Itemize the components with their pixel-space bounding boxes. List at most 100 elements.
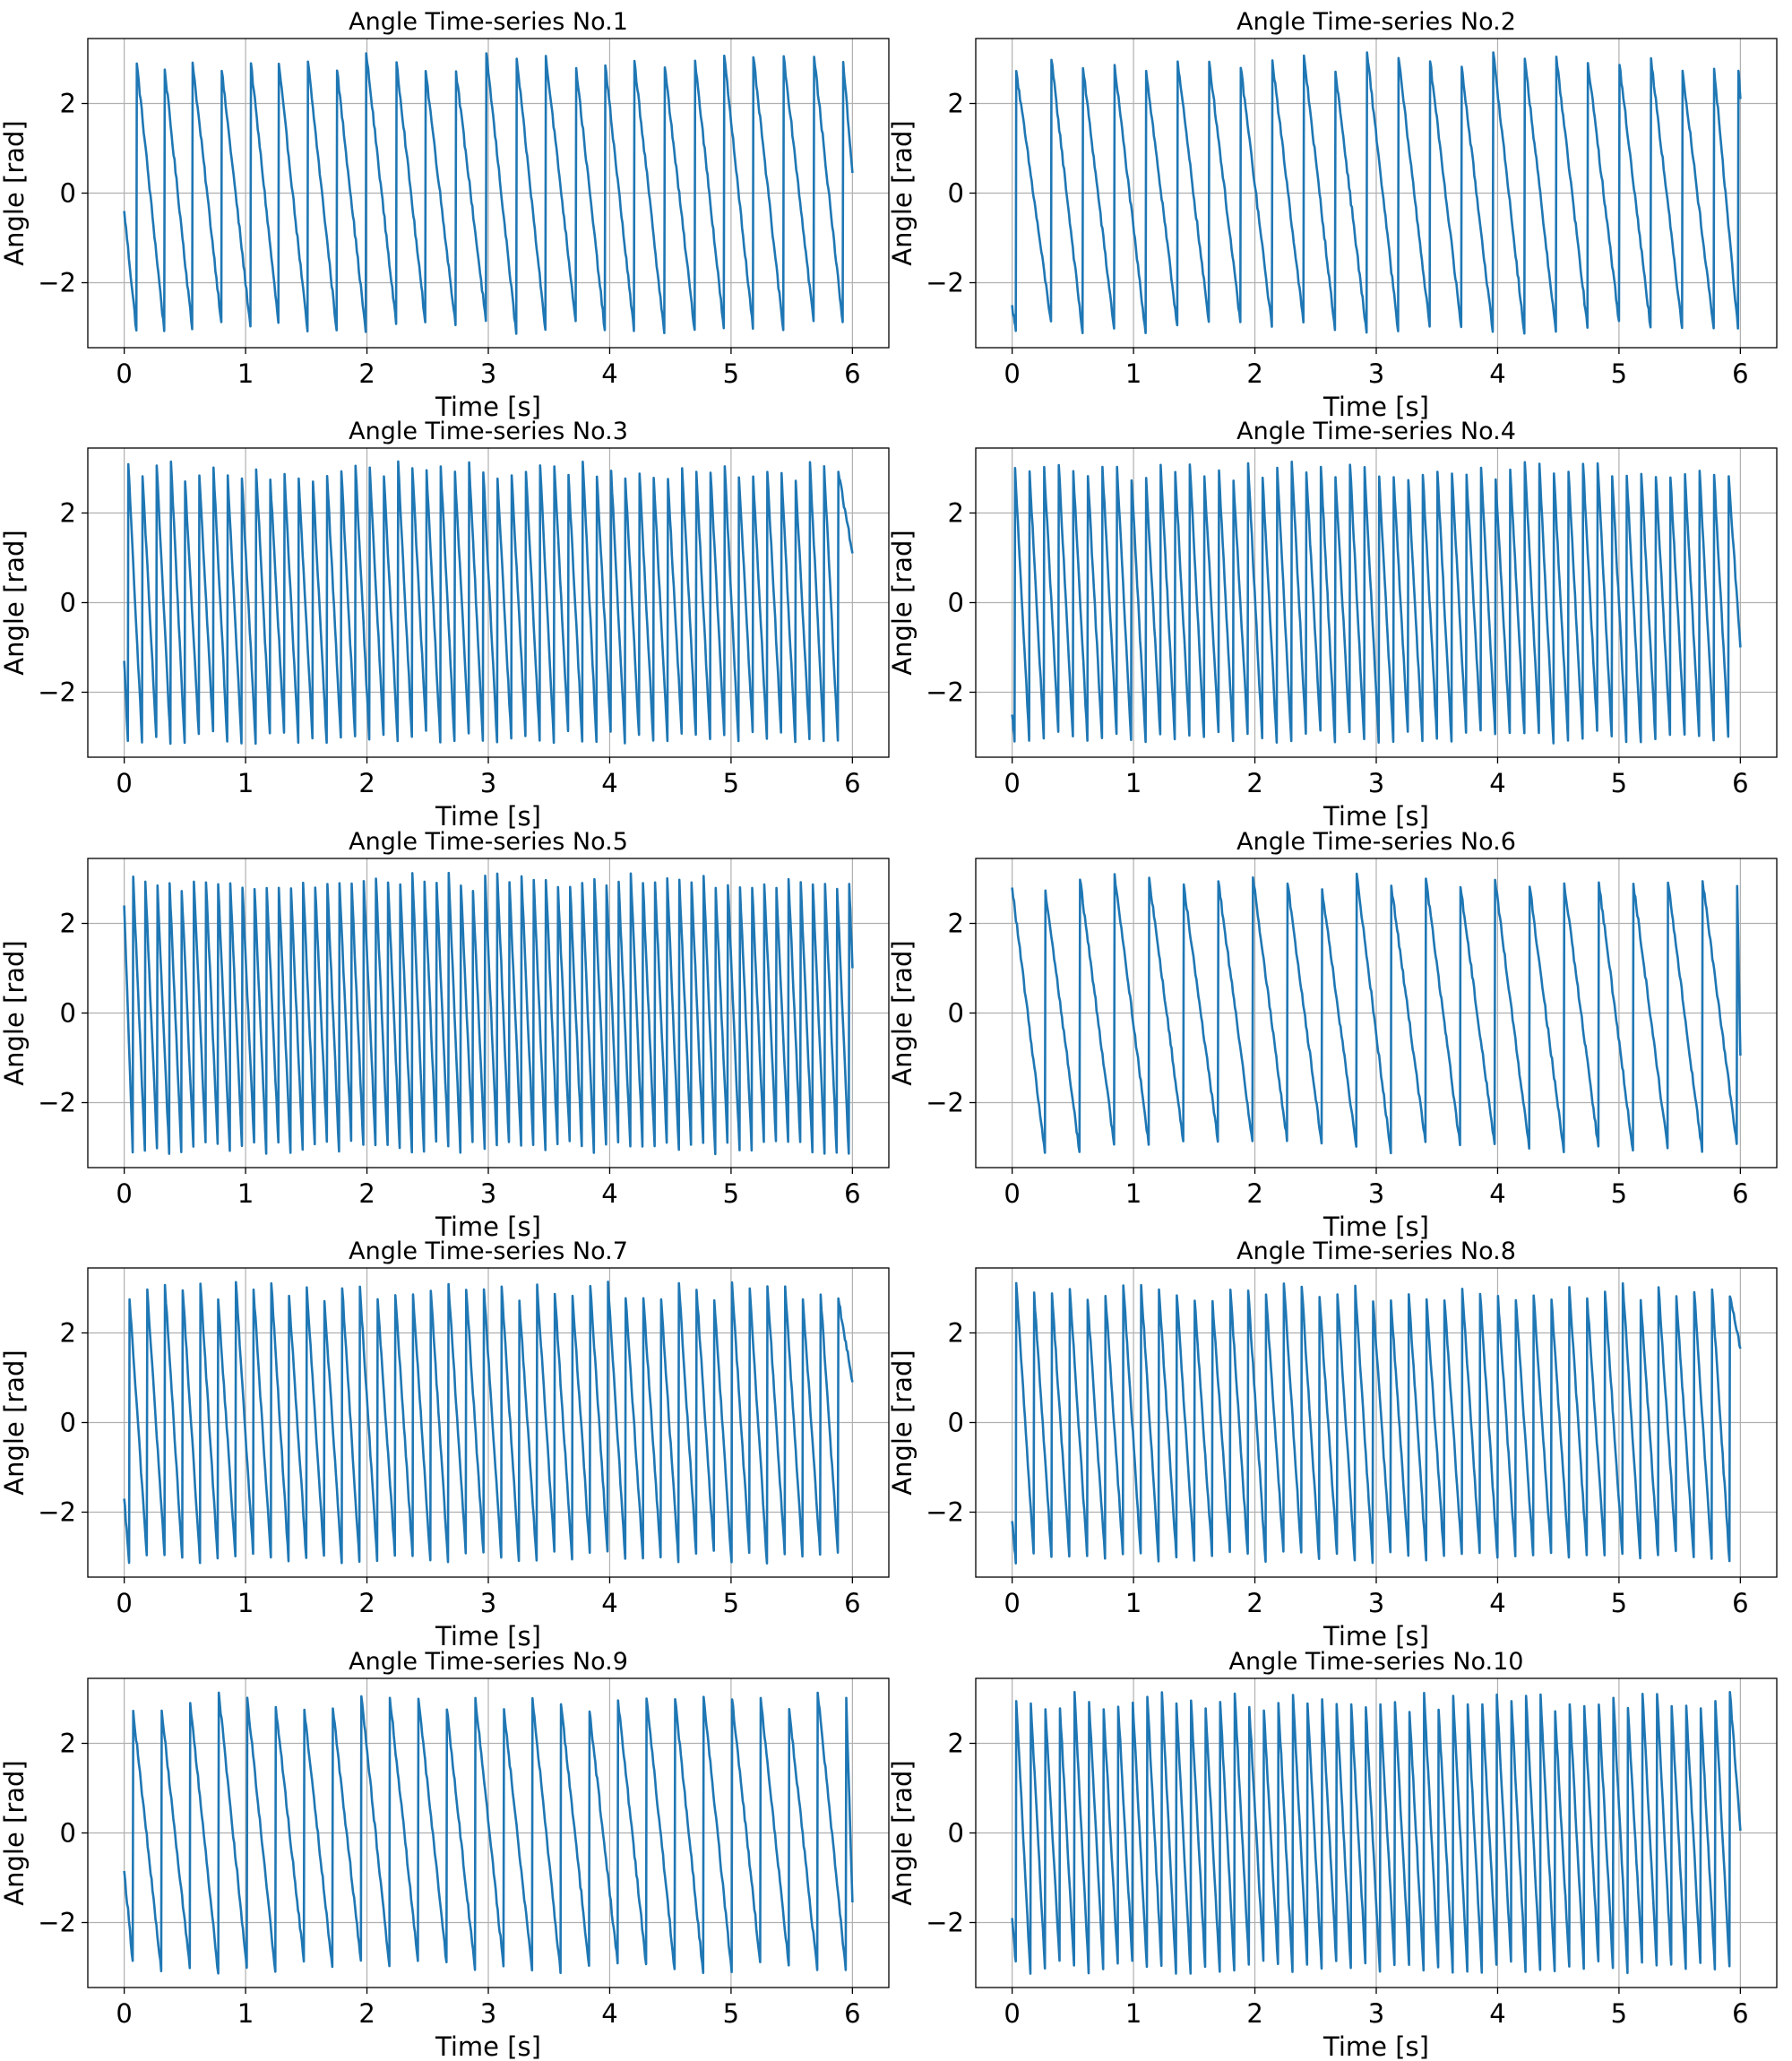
y-axis-label: Angle [rad] <box>887 940 918 1085</box>
x-tick-label: 3 <box>480 768 496 798</box>
y-tick-label: −2 <box>926 1908 964 1938</box>
x-tick-label: 6 <box>844 1178 860 1209</box>
y-tick-label: −2 <box>38 1088 76 1118</box>
x-axis-label: Time [s] <box>435 1621 541 1651</box>
subplot-title: Angle Time-series No.7 <box>349 1237 628 1265</box>
x-tick-label: 1 <box>237 358 254 389</box>
subplot-grid: 0 1 2 3 4 5 6 −2 0 2 Angle Time-series No.1 Time [s… <box>0 8 1778 2061</box>
x-tick-label: 5 <box>1611 358 1627 389</box>
x-tick-label: 2 <box>1246 1178 1262 1209</box>
x-tick-label: 2 <box>358 1588 375 1618</box>
x-tick-label: 1 <box>1125 768 1142 798</box>
x-tick-label: 4 <box>1489 1588 1505 1618</box>
x-tick-label: 5 <box>1611 1588 1627 1618</box>
angle-series-line <box>1011 461 1742 745</box>
x-tick-label: 4 <box>601 1588 617 1618</box>
angle-series-line <box>1011 872 1742 1155</box>
subplot-2: 0 1 2 3 4 5 6 −2 0 2 Angle Time-series No.2 Time [s… <box>887 8 1778 422</box>
x-tick-label: 1 <box>1125 1178 1142 1209</box>
subplot-title: Angle Time-series No.6 <box>1236 828 1516 856</box>
subplot-7: 0 1 2 3 4 5 6 −2 0 2 Angle Time-series No.7 Time [s… <box>0 1237 890 1651</box>
x-tick-label: 0 <box>1004 358 1020 389</box>
x-axis-label: Time [s] <box>1322 801 1429 832</box>
y-tick-label: −2 <box>926 1088 964 1118</box>
x-tick-label: 1 <box>1125 1588 1142 1618</box>
subplot-5: 0 1 2 3 4 5 6 −2 0 2 Angle Time-series No.5 Time [s… <box>0 828 890 1242</box>
x-tick-label: 3 <box>480 1998 496 2029</box>
x-tick-label: 6 <box>844 1998 860 2029</box>
angle-series-line <box>123 871 854 1156</box>
subplot-title: Angle Time-series No.3 <box>349 418 628 445</box>
x-tick-label: 2 <box>358 768 375 798</box>
y-tick-label: 0 <box>60 1408 76 1438</box>
x-tick-label: 3 <box>1368 1998 1384 2029</box>
y-tick-label: 0 <box>60 998 76 1029</box>
y-tick-label: 0 <box>948 588 964 618</box>
x-tick-label: 0 <box>116 1178 132 1209</box>
x-tick-label: 0 <box>1004 1178 1020 1209</box>
y-tick-label: 0 <box>948 1408 964 1438</box>
x-tick-label: 5 <box>723 1588 739 1618</box>
y-tick-label: −2 <box>926 1497 964 1528</box>
x-tick-label: 0 <box>1004 768 1020 798</box>
x-tick-label: 4 <box>1489 358 1505 389</box>
y-tick-label: −2 <box>38 1497 76 1528</box>
x-tick-label: 3 <box>1368 768 1384 798</box>
y-tick-label: −2 <box>926 677 964 708</box>
x-tick-label: 6 <box>1732 1998 1748 2029</box>
x-tick-label: 0 <box>1004 1998 1020 2029</box>
y-tick-label: 0 <box>60 1818 76 1849</box>
y-tick-label: 2 <box>60 1729 76 1759</box>
x-tick-label: 3 <box>480 1588 496 1618</box>
x-tick-label: 6 <box>1732 768 1748 798</box>
x-tick-label: 5 <box>1611 1178 1627 1209</box>
y-tick-label: 2 <box>60 1318 76 1349</box>
x-tick-label: 2 <box>358 358 375 389</box>
x-tick-label: 2 <box>1246 1588 1262 1618</box>
x-tick-label: 5 <box>723 1998 739 2029</box>
angle-series-line <box>123 1691 854 1975</box>
y-axis-label: Angle [rad] <box>0 120 30 265</box>
x-tick-label: 3 <box>1368 1178 1384 1209</box>
x-tick-label: 4 <box>601 358 617 389</box>
y-tick-label: −2 <box>38 677 76 708</box>
subplot-title: Angle Time-series No.2 <box>1236 8 1516 36</box>
x-axis-label: Time [s] <box>435 2031 541 2061</box>
subplot-1: 0 1 2 3 4 5 6 −2 0 2 Angle Time-series No.1 Time [s… <box>0 8 890 422</box>
x-tick-label: 6 <box>844 358 860 389</box>
y-tick-label: 2 <box>60 89 76 119</box>
y-tick-label: −2 <box>38 1908 76 1938</box>
subplot-6: 0 1 2 3 4 5 6 −2 0 2 Angle Time-series No.6 Time [s… <box>887 828 1778 1242</box>
y-tick-label: 2 <box>60 498 76 529</box>
x-tick-label: 4 <box>601 1178 617 1209</box>
angle-series-line <box>1011 1691 1742 1975</box>
y-axis-label: Angle [rad] <box>887 1760 918 1905</box>
subplot-10: 0 1 2 3 4 5 6 −2 0 2 Angle Time-series No.10 Time [… <box>887 1648 1778 2061</box>
x-tick-label: 2 <box>358 1998 375 2029</box>
x-tick-label: 1 <box>237 1998 254 2029</box>
x-tick-label: 6 <box>844 768 860 798</box>
x-tick-label: 5 <box>723 768 739 798</box>
angle-series-line <box>123 52 854 335</box>
x-tick-label: 1 <box>237 1178 254 1209</box>
angle-series-line <box>1011 1281 1742 1565</box>
x-tick-label: 1 <box>237 768 254 798</box>
y-axis-label: Angle [rad] <box>0 940 30 1085</box>
subplot-title: Angle Time-series No.1 <box>349 8 628 36</box>
subplot-3: 0 1 2 3 4 5 6 −2 0 2 Angle Time-series No.3 Time [s… <box>0 418 890 832</box>
x-tick-label: 1 <box>1125 1998 1142 2029</box>
x-tick-label: 3 <box>1368 1588 1384 1618</box>
x-tick-label: 5 <box>1611 1998 1627 2029</box>
x-tick-label: 2 <box>1246 1998 1262 2029</box>
subplot-title: Angle Time-series No.10 <box>1229 1648 1524 1676</box>
subplot-title: Angle Time-series No.8 <box>1236 1237 1516 1265</box>
subplot-4: 0 1 2 3 4 5 6 −2 0 2 Angle Time-series No.4 Time [s… <box>887 418 1778 832</box>
y-tick-label: 0 <box>60 588 76 618</box>
y-axis-label: Angle [rad] <box>0 1350 30 1495</box>
x-tick-label: 4 <box>601 1998 617 2029</box>
x-tick-label: 5 <box>1611 768 1627 798</box>
x-axis-label: Time [s] <box>1322 1621 1429 1651</box>
x-axis-label: Time [s] <box>1322 2031 1429 2061</box>
angle-series-line <box>123 1281 854 1565</box>
